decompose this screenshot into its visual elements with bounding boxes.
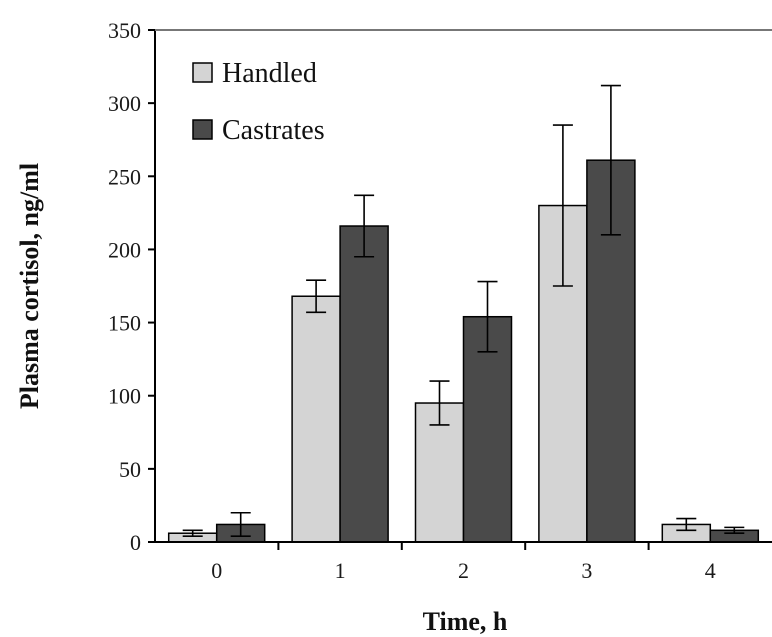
error-bars-layer	[182, 84, 745, 537]
y-tick-label: 150	[108, 311, 141, 336]
y-tick-label: 50	[119, 457, 141, 482]
y-tick-label: 300	[108, 91, 141, 116]
x-tick-label: 4	[705, 558, 716, 583]
x-tick-label: 2	[458, 558, 469, 583]
bar-castrates-1	[339, 225, 389, 543]
legend-item-handled: Handled	[192, 58, 317, 89]
y-tick-label: 0	[130, 530, 141, 555]
legend-label-handled: Handled	[222, 58, 317, 89]
x-tick-label: 3	[581, 558, 592, 583]
x-tick-label: 0	[211, 558, 222, 583]
y-tick-label: 250	[108, 164, 141, 189]
x-axis-title: Time, h	[423, 607, 508, 636]
bar-castrates-2	[462, 315, 513, 543]
y-tick-label: 200	[108, 237, 141, 262]
x-tick-label: 1	[335, 558, 346, 583]
bars-layer	[167, 159, 760, 543]
legend-label-castrates: Castrates	[222, 115, 325, 146]
legend-item-castrates: Castrates	[192, 115, 325, 146]
legend: Handled Castrates	[192, 58, 325, 146]
legend-swatch-handled	[192, 62, 213, 83]
legend-swatch-castrates	[192, 119, 213, 140]
x-axis-ticks: 0 1 2 3 4	[211, 542, 716, 583]
y-tick-label: 350	[108, 18, 141, 43]
bar-handled-1	[291, 295, 341, 543]
y-axis-ticks: 0 50 100 150 200 250 300 350	[108, 18, 155, 555]
y-tick-label: 100	[108, 384, 141, 409]
y-axis-title: Plasma cortisol, ng/ml	[15, 163, 44, 409]
